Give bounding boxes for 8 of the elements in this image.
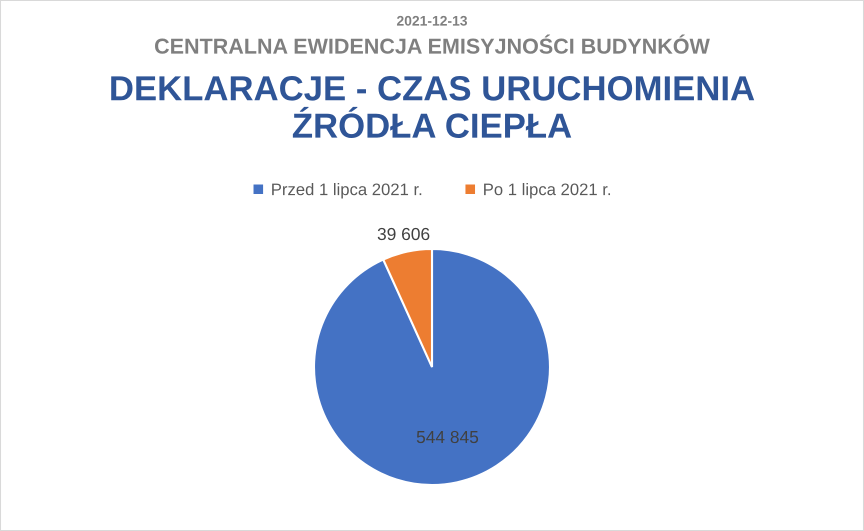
text: 2021-12-13 xyxy=(396,16,468,26)
chart-subtitle: CENTRALNA EWIDENCJA EMISYJNOŚCI BUDYNKÓW xyxy=(155,34,710,54)
data-label: 39 606 xyxy=(378,228,430,240)
pie-slice xyxy=(312,248,552,486)
legend-label: Po 1 lipca 2021 r. xyxy=(484,183,610,199)
data-label: 544 845 xyxy=(416,430,478,444)
legend-label: Przed 1 lipca 2021 r. xyxy=(272,183,422,199)
chart-title: DEKLARACJE - CZAS URUCHOMIENIA ŹRÓDŁA CIEPŁA xyxy=(111,76,754,138)
